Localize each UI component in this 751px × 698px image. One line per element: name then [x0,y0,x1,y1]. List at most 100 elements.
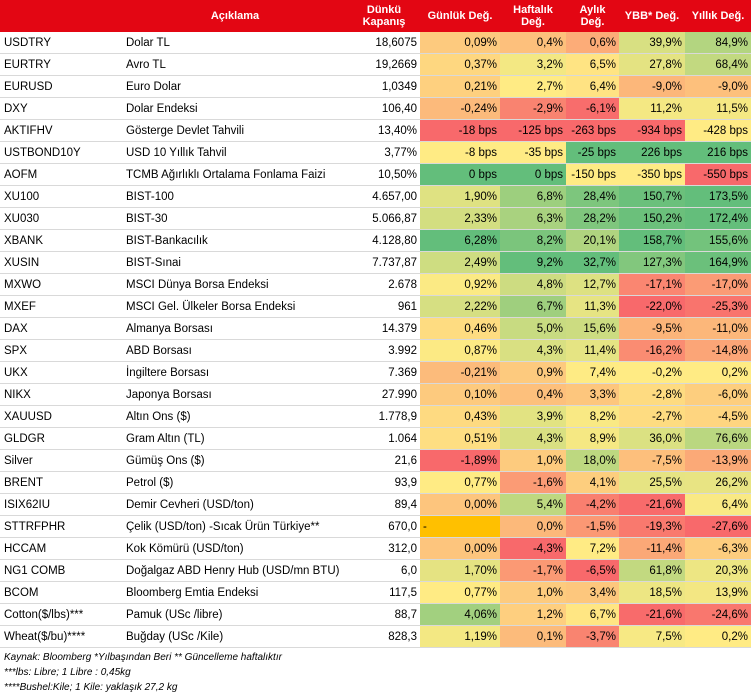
row-close: 1.778,9 [348,405,420,428]
row-daily-change: - [420,515,500,538]
row-close: 10,50% [348,163,420,186]
row-weekly-change: -1,6% [500,471,566,494]
table-row: SPX ABD Borsası 3.992 0,87% 4,3% 11,4% -16,2% -… [0,339,751,362]
row-ytd-change: -16,2% [619,339,685,362]
row-yearly-change: -6,3% [685,537,751,560]
row-ytd-change: -19,3% [619,515,685,538]
row-yearly-change: -13,9% [685,449,751,472]
row-yearly-change: -428 bps [685,119,751,142]
row-monthly-change: 6,7% [566,603,619,626]
row-close: 14.379 [348,317,420,340]
row-monthly-change: -4,2% [566,493,619,516]
row-monthly-change: 6,5% [566,53,619,76]
row-monthly-change: 7,2% [566,537,619,560]
row-ytd-change: -22,0% [619,295,685,318]
row-close: 2.678 [348,273,420,296]
row-close: 4.128,80 [348,229,420,252]
table-row: GLDGR Gram Altın (TL) 1.064 0,51% 4,3% 8,9% 36… [0,427,751,450]
row-daily-change: 1,19% [420,625,500,648]
row-description: MSCI Dünya Borsa Endeksi [122,273,348,296]
table-row: HCCAM Kok Kömürü (USD/ton) 312,0 0,00% -4,3%… [0,537,751,560]
row-weekly-change: 3,9% [500,405,566,428]
row-close: 312,0 [348,537,420,560]
row-daily-change: 1,70% [420,559,500,582]
row-code: AKTIFHV [0,119,122,142]
row-close: 3.992 [348,339,420,362]
row-description: USD 10 Yıllık Tahvil [122,141,348,164]
table-row: MXWO MSCI Dünya Borsa Endeksi 2.678 0,92% 4,… [0,273,751,296]
row-weekly-change: 0,1% [500,625,566,648]
row-weekly-change: -2,9% [500,97,566,120]
row-yearly-change: 13,9% [685,581,751,604]
row-ytd-change: -17,1% [619,273,685,296]
row-weekly-change: -1,7% [500,559,566,582]
row-daily-change: 0,00% [420,537,500,560]
row-description: Demir Cevheri (USD/ton) [122,493,348,516]
row-yearly-change: -9,0% [685,75,751,98]
footnotes: Kaynak: Bloomberg *Yılbaşından Beri ** G… [0,650,751,695]
row-daily-change: -18 bps [420,119,500,142]
table-row: USTBOND10Y USD 10 Yıllık Tahvil 3,77% -8 bp… [0,141,751,164]
row-yearly-change: -11,0% [685,317,751,340]
row-yearly-change: 76,6% [685,427,751,450]
row-description: Petrol ($) [122,471,348,494]
row-monthly-change: 3,4% [566,581,619,604]
row-daily-change: 1,90% [420,185,500,208]
row-close: 6,0 [348,559,420,582]
row-close: 93,9 [348,471,420,494]
table-row: XBANK BIST-Bankacılık 4.128,80 6,28% 8,2% 20,… [0,229,751,252]
row-yearly-change: -17,0% [685,273,751,296]
row-description: Almanya Borsası [122,317,348,340]
row-code: STTRFPHR [0,515,122,538]
row-weekly-change: 0 bps [500,163,566,186]
row-code: XU030 [0,207,122,230]
row-code: NG1 COMB [0,559,122,582]
row-daily-change: 4,06% [420,603,500,626]
row-yearly-change: 84,9% [685,32,751,54]
row-ytd-change: 7,5% [619,625,685,648]
row-ytd-change: -9,5% [619,317,685,340]
table-row: MXEF MSCI Gel. Ülkeler Borsa Endeksi 961 2,… [0,295,751,318]
row-close: 7.369 [348,361,420,384]
row-close: 670,0 [348,515,420,538]
row-description: BIST-Bankacılık [122,229,348,252]
row-monthly-change: 18,0% [566,449,619,472]
row-yearly-change: 11,5% [685,97,751,120]
row-description: Dolar TL [122,32,348,54]
market-table: Açıklama Dünkü Kapanış Günlük Değ. Hafta… [0,0,751,648]
row-yearly-change: -24,6% [685,603,751,626]
table-row: BCOM Bloomberg Emtia Endeksi 117,5 0,77% 1,0… [0,581,751,604]
row-yearly-change: -4,5% [685,405,751,428]
row-ytd-change: 127,3% [619,251,685,274]
row-monthly-change: 4,1% [566,471,619,494]
row-description: Japonya Borsası [122,383,348,406]
row-daily-change: 0,77% [420,471,500,494]
row-description: MSCI Gel. Ülkeler Borsa Endeksi [122,295,348,318]
table-row: Cotton($/lbs)*** Pamuk (USc /libre) 88,7 4,… [0,603,751,626]
row-yearly-change: -550 bps [685,163,751,186]
row-daily-change: 0,00% [420,493,500,516]
row-monthly-change: -263 bps [566,119,619,142]
row-ytd-change: 39,9% [619,32,685,54]
row-monthly-change: 8,2% [566,405,619,428]
row-description: Dolar Endeksi [122,97,348,120]
table-row: UKX İngiltere Borsası 7.369 -0,21% 0,9% 7,4% -… [0,361,751,384]
row-weekly-change: 2,7% [500,75,566,98]
row-description: Altın Ons ($) [122,405,348,428]
row-daily-change: -8 bps [420,141,500,164]
row-yearly-change: -27,6% [685,515,751,538]
row-yearly-change: 6,4% [685,493,751,516]
row-yearly-change: 0,2% [685,361,751,384]
row-monthly-change: -6,1% [566,97,619,120]
table-row: STTRFPHR Çelik (USD/ton) -Sıcak Ürün Türk… [0,515,751,538]
row-monthly-change: 15,6% [566,317,619,340]
row-code: XAUUSD [0,405,122,428]
row-weekly-change: -4,3% [500,537,566,560]
table-row: Silver Gümüş Ons ($) 21,6 -1,89% 1,0% 18,0% -7… [0,449,751,472]
table-row: ISIX62IU Demir Cevheri (USD/ton) 89,4 0,00%… [0,493,751,516]
row-weekly-change: 0,9% [500,361,566,384]
row-monthly-change: 6,4% [566,75,619,98]
row-daily-change: 6,28% [420,229,500,252]
row-daily-change: 0,10% [420,383,500,406]
table-row: EURTRY Avro TL 19,2669 0,37% 3,2% 6,5% 27,8% 68… [0,53,751,76]
